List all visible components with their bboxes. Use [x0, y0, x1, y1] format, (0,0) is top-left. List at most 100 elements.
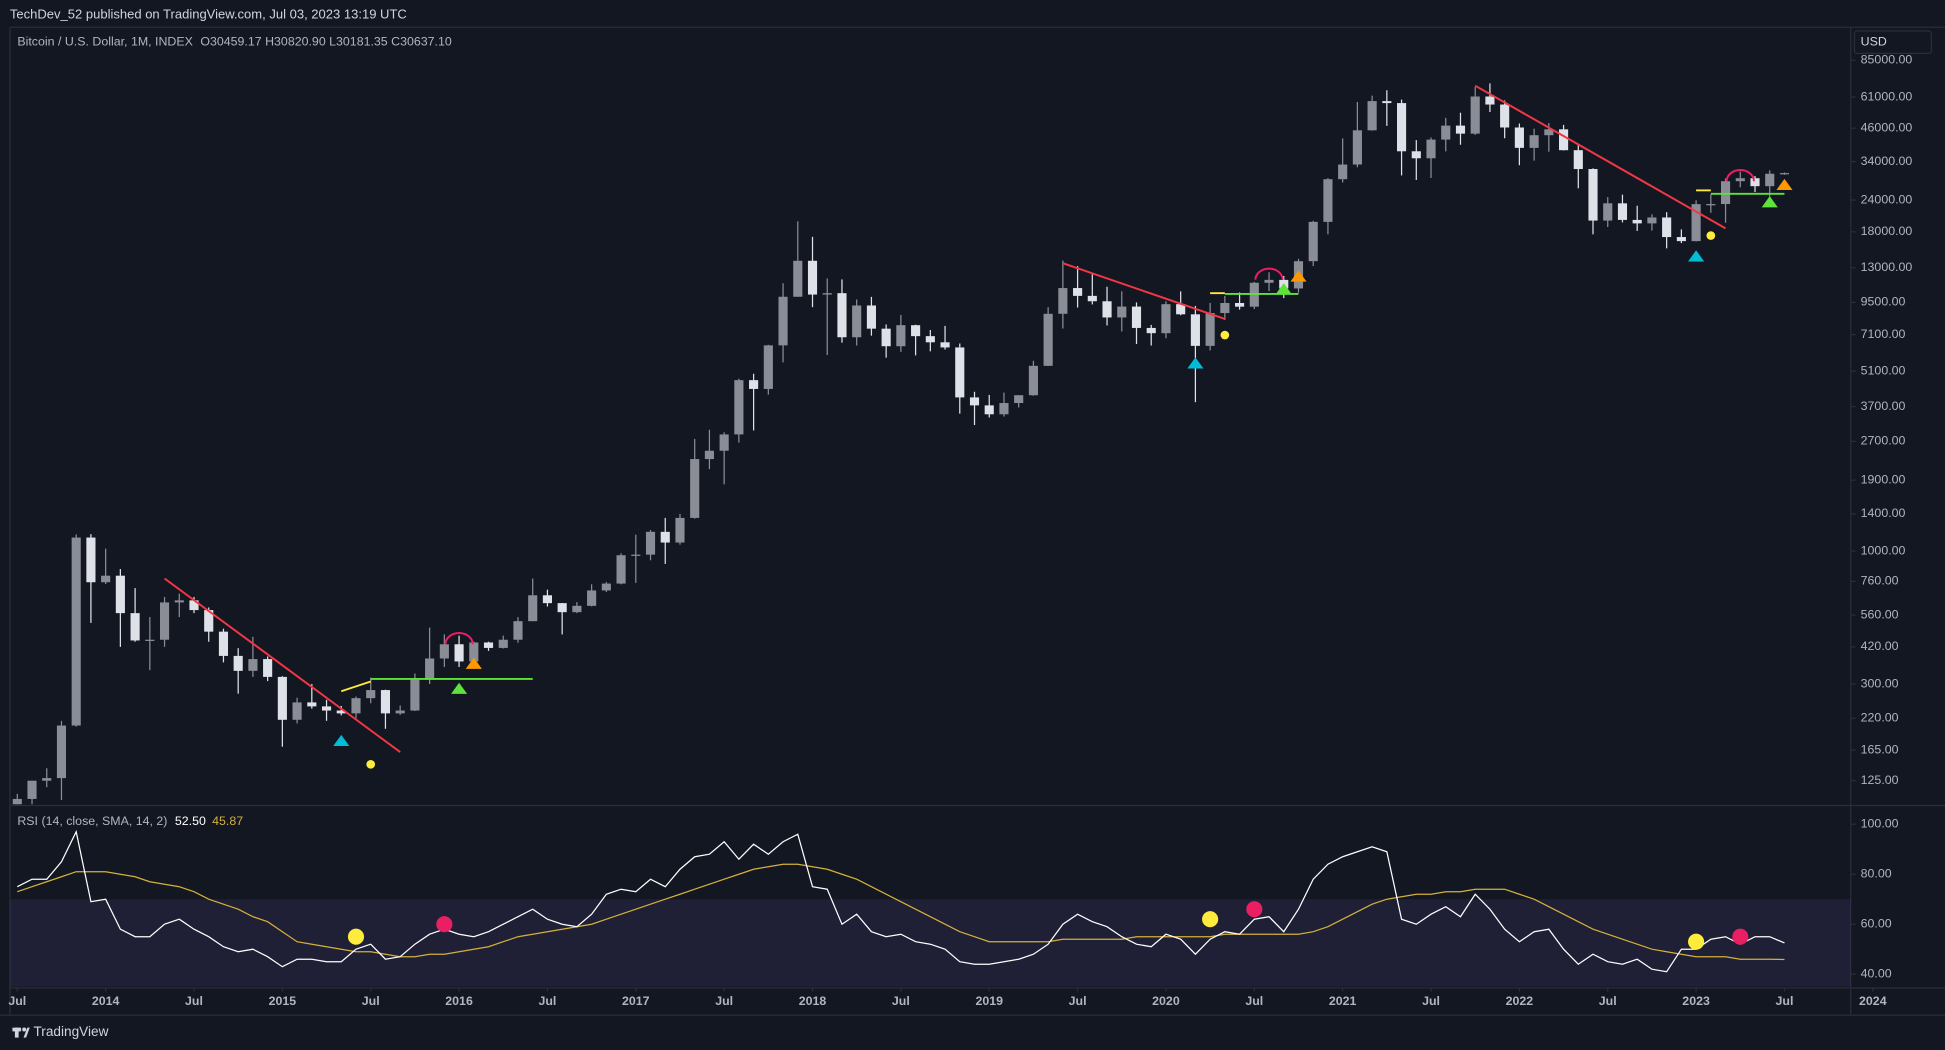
candle-body: [1455, 125, 1466, 134]
candle-body: [101, 575, 111, 583]
y-tick-label: 1400.00: [1861, 506, 1906, 520]
currency-label[interactable]: USD: [1861, 34, 1887, 48]
marker-triangle: [1275, 283, 1292, 295]
candle-body: [704, 450, 714, 460]
candle-body: [1647, 217, 1657, 224]
candle-body: [940, 342, 950, 348]
candle-body: [631, 554, 641, 556]
candle-body: [307, 702, 317, 707]
x-tick-label: Jul: [8, 994, 26, 1008]
candle-body: [969, 397, 980, 406]
candle-body: [675, 517, 685, 543]
x-tick-label: Jul: [892, 994, 910, 1008]
marker-triangle: [1187, 357, 1204, 369]
candle-body: [719, 434, 729, 451]
candle-body: [1411, 151, 1421, 159]
candle-body: [1367, 101, 1377, 131]
trendline: [163, 577, 401, 753]
candle-body: [1146, 327, 1156, 334]
y-tick-label: 3700.00: [1861, 399, 1906, 413]
candle-body: [1058, 288, 1068, 314]
candle-body: [1691, 204, 1701, 242]
x-tick-label: 2017: [622, 994, 650, 1008]
rsi-marker: [1202, 911, 1219, 928]
candle-body: [1205, 313, 1215, 346]
candle-body: [12, 798, 22, 805]
candle-body: [763, 345, 773, 389]
candle-body: [822, 293, 832, 295]
y-tick-label: 24000.00: [1861, 192, 1913, 206]
candle-body: [218, 631, 229, 656]
x-tick-label: 2014: [92, 994, 120, 1008]
candle-body: [1470, 96, 1480, 134]
y-tick-label: 9500.00: [1861, 295, 1906, 309]
candle-body: [616, 555, 626, 584]
ohlc-legend: O30459.17 H30820.90 L30181.35 C30637.10: [200, 34, 452, 48]
candle-body: [42, 778, 52, 781]
candle-body: [1131, 306, 1142, 328]
marker-triangle: [333, 734, 350, 747]
x-tick-label: 2016: [445, 994, 473, 1008]
arc: [444, 632, 474, 645]
x-tick-label: Jul: [185, 994, 203, 1008]
axes: 125.00 165.00 220.00 300.00 420.00 560.00 760.…: [8, 53, 1912, 1008]
candle-body: [86, 537, 96, 583]
rsi-line: [17, 829, 1785, 973]
candle-body: [778, 296, 788, 346]
candle-body: [277, 676, 287, 720]
candle-body: [1014, 395, 1024, 404]
candle-body: [999, 403, 1009, 415]
marker-triangle: [1290, 270, 1307, 282]
y-tick-label: 40.00: [1861, 966, 1892, 980]
candle-body: [321, 706, 332, 711]
currency-box[interactable]: [1853, 30, 1932, 54]
candle-body: [1735, 178, 1745, 182]
candle-body: [1588, 169, 1598, 221]
candle-body: [483, 642, 494, 648]
candle-body: [1441, 125, 1451, 140]
candle-body: [115, 575, 125, 614]
marker-triangle: [1776, 178, 1793, 190]
candle-body: [395, 710, 405, 714]
marker-dot: [1706, 231, 1716, 240]
candle-body: [734, 380, 744, 435]
candle-body: [27, 780, 37, 799]
x-tick-label: 2020: [1152, 994, 1180, 1008]
x-tick-label: Jul: [1245, 994, 1263, 1008]
candle-body: [1706, 204, 1716, 206]
candle-body: [248, 659, 258, 671]
trendline: [1062, 262, 1226, 320]
x-tick-label: Jul: [1776, 994, 1794, 1008]
candle-body: [1382, 101, 1392, 104]
y-tick-label: 61000.00: [1861, 89, 1913, 103]
short-line: [340, 680, 372, 693]
y-tick-label: 420.00: [1861, 639, 1899, 653]
candle-body: [513, 621, 523, 640]
y-tick-label: 34000.00: [1861, 154, 1913, 168]
candle-body: [1500, 104, 1510, 128]
candle-body: [984, 405, 994, 415]
y-tick-label: 2700.00: [1861, 434, 1906, 448]
candle-body: [1485, 96, 1495, 105]
y-tick-label: 46000.00: [1861, 120, 1913, 134]
candle-body: [366, 690, 376, 699]
candle-body: [336, 710, 346, 714]
candle-body: [204, 610, 214, 632]
candle-body: [130, 613, 140, 641]
x-tick-label: 2021: [1329, 994, 1357, 1008]
candle-body: [542, 595, 553, 604]
x-tick-label: 2024: [1859, 994, 1887, 1008]
candle-body: [1397, 103, 1407, 152]
candle-body: [1235, 303, 1245, 307]
candle-body: [660, 531, 670, 543]
y-tick-label: 300.00: [1861, 676, 1899, 690]
candle-body: [911, 325, 921, 337]
candle-body: [145, 639, 155, 641]
symbol-title: Bitcoin / U.S. Dollar, 1M, INDEX: [17, 34, 193, 48]
x-tick-label: Jul: [1422, 994, 1440, 1008]
rsi-marker: [1732, 928, 1749, 945]
candle-body: [498, 639, 508, 648]
marker-triangle: [1688, 250, 1705, 262]
